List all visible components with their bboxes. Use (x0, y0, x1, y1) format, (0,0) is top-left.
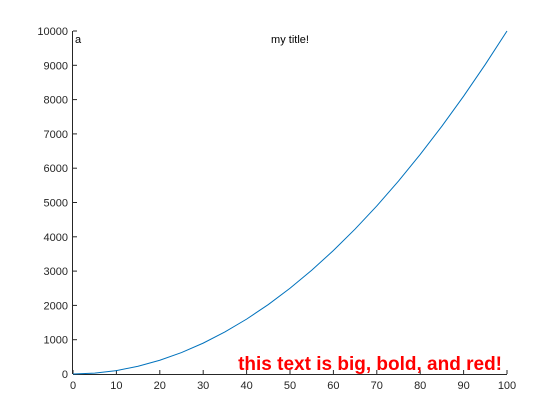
annotations: a this text is big, bold, and red! (75, 34, 502, 375)
y-tick-label: 5000 (44, 198, 68, 210)
x-tick-label: 90 (457, 380, 469, 392)
y-tick-label: 0 (62, 369, 68, 381)
series-line-1 (72, 30, 508, 375)
y-tick-label: 8000 (44, 95, 68, 107)
x-tick-label: 0 (70, 380, 76, 392)
x-tick-label: 100 (498, 380, 516, 392)
y-tick-label: 6000 (44, 163, 68, 175)
x-tick-label: 30 (197, 380, 209, 392)
axes (72, 31, 507, 375)
x-tick-label: 80 (414, 380, 426, 392)
x-tick-label: 70 (371, 380, 383, 392)
big-bold-red-annotation: this text is big, bold, and red! (238, 354, 502, 375)
series-group (72, 30, 508, 375)
chart-title: my title! (271, 34, 309, 46)
y-tick-label: 2000 (44, 300, 68, 312)
x-tick-label: 60 (327, 380, 339, 392)
y-tick-label: 7000 (44, 129, 68, 141)
y-tick-label: 9000 (44, 60, 68, 72)
y-tick-label: 1000 (44, 335, 68, 347)
x-tick-label: 20 (154, 380, 166, 392)
x-tick-label: 10 (110, 380, 122, 392)
x-tick-label: 50 (284, 380, 296, 392)
x-tick-label: 40 (240, 380, 252, 392)
y-tick-label: 4000 (44, 232, 68, 244)
y-tick-label: 10000 (37, 26, 68, 38)
y-tick-label: 3000 (44, 266, 68, 278)
x-ticks: 0 10 20 30 40 50 60 70 80 90 100 (70, 370, 516, 392)
y-ticks: 0 1000 2000 3000 4000 5000 6000 7000 8000 9000 100… (37, 26, 77, 381)
corner-annotation: a (75, 34, 82, 46)
